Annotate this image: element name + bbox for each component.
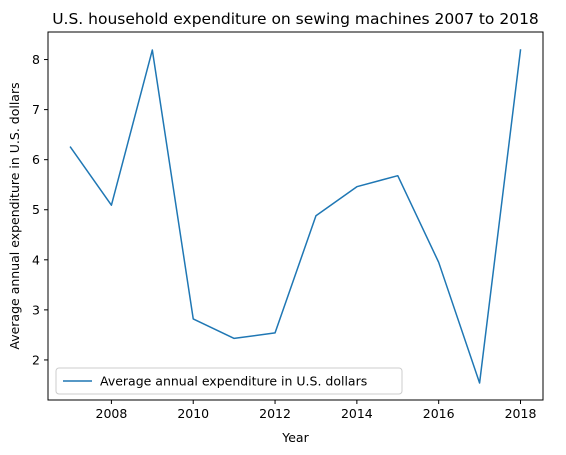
plot-area-frame (47, 31, 544, 401)
legend-label: Average annual expenditure in U.S. dolla… (100, 374, 367, 389)
legend-box (55, 367, 403, 395)
series-line (69, 49, 522, 384)
y-axis: 2 3 4 5 6 7 8 (32, 52, 48, 367)
x-tick-label: 2016 (423, 406, 455, 421)
x-tick-label: 2008 (96, 406, 128, 421)
series-layer (69, 49, 522, 384)
y-tick-label: 2 (32, 352, 40, 367)
y-tick-label: 3 (32, 302, 40, 317)
x-tick-label: 2014 (341, 406, 373, 421)
y-tick-label: 7 (32, 102, 40, 117)
x-tick-label: 2012 (259, 406, 291, 421)
x-axis: 2008 2010 2012 2014 2016 2018 (96, 400, 537, 421)
y-tick-label: 8 (32, 52, 40, 67)
x-tick-label: 2010 (177, 406, 209, 421)
x-axis-label: Year (281, 430, 309, 445)
chart-title: U.S. household expenditure on sewing mac… (52, 10, 539, 28)
y-tick-label: 5 (32, 202, 40, 217)
legend: Average annual expenditure in U.S. dolla… (55, 367, 403, 395)
y-tick-label: 6 (32, 152, 40, 167)
y-axis-label: Average annual expenditure in U.S. dolla… (7, 82, 22, 349)
y-tick-label: 4 (32, 252, 40, 267)
x-tick-label: 2018 (505, 406, 537, 421)
